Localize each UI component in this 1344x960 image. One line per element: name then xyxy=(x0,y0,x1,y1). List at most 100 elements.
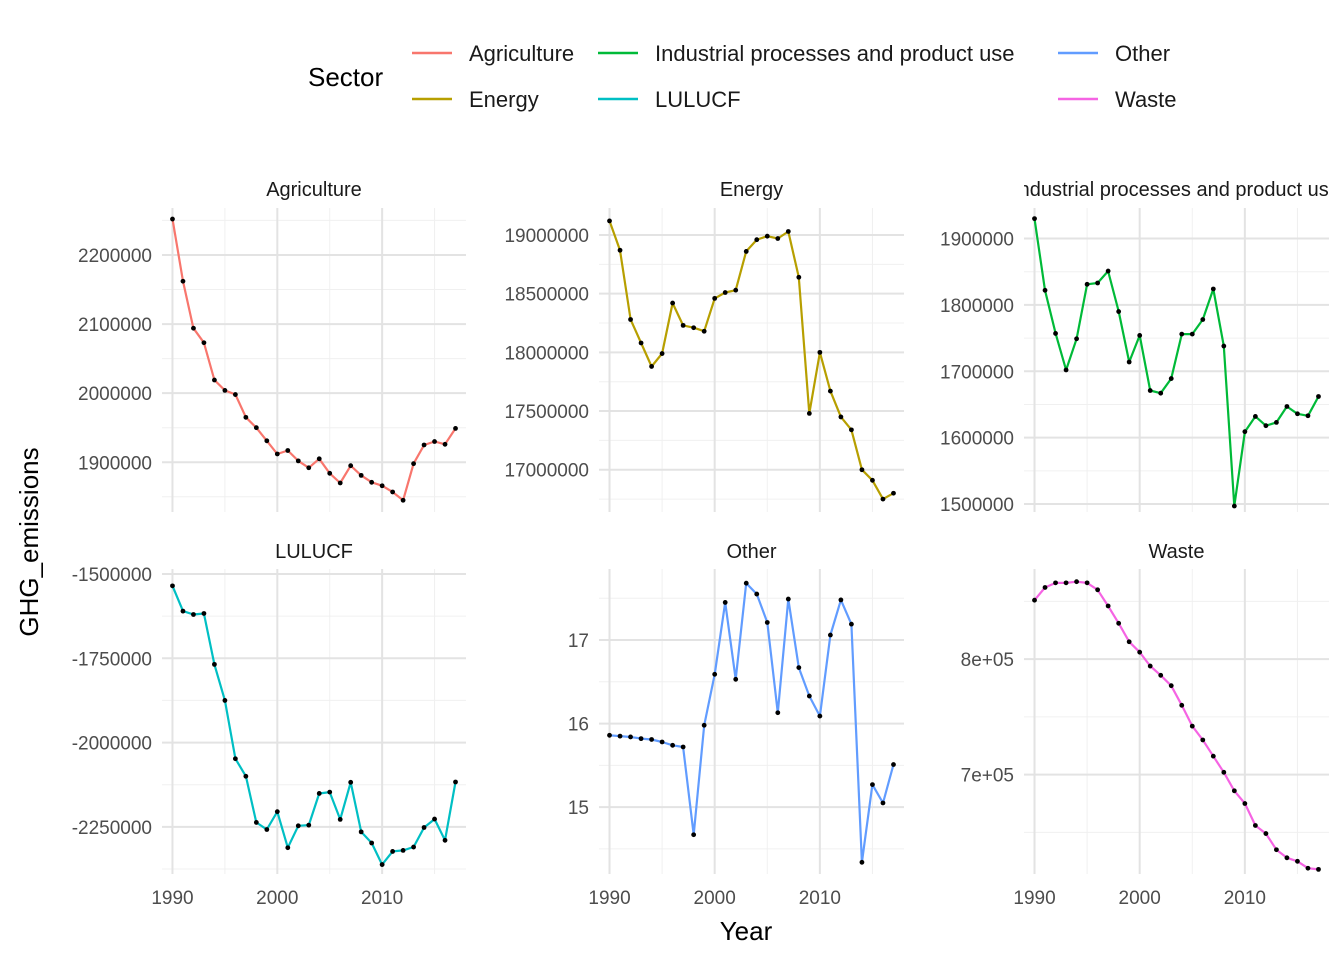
panel-industrial-processes-and-product-use: 1500000 1600000 1700000 1800000 1900000 Indus… xyxy=(940,179,1329,516)
data-point xyxy=(1200,737,1206,743)
data-point xyxy=(1252,414,1258,419)
legend-label: LULUCF xyxy=(655,87,741,112)
data-point xyxy=(1137,333,1143,338)
data-point xyxy=(1084,281,1090,287)
data-point xyxy=(337,480,343,486)
data-point xyxy=(348,463,354,469)
data-point xyxy=(400,848,406,853)
data-point xyxy=(870,782,875,787)
data-point xyxy=(1032,216,1037,222)
data-point xyxy=(712,671,718,677)
data-point xyxy=(1126,639,1132,645)
data-point xyxy=(306,465,312,471)
data-point xyxy=(1116,620,1122,626)
series-line xyxy=(1033,580,1319,871)
data-point xyxy=(421,825,427,830)
data-point xyxy=(453,426,458,431)
x-tick-label: 1990 xyxy=(151,888,193,909)
data-point xyxy=(212,661,217,667)
data-point xyxy=(1074,336,1079,342)
data-point xyxy=(264,827,270,832)
data-point xyxy=(891,762,896,767)
data-point xyxy=(285,845,291,851)
data-point xyxy=(1179,331,1185,337)
data-point xyxy=(1252,823,1258,828)
data-point xyxy=(1095,280,1101,286)
data-point xyxy=(775,236,781,241)
data-point xyxy=(1105,603,1111,609)
data-point xyxy=(806,693,812,699)
data-point xyxy=(358,829,364,835)
x-tick-label: 1990 xyxy=(1013,888,1055,909)
panel-waste: 7e+05 8e+05 1990 2000 2010 Waste xyxy=(961,541,1329,909)
y-tick-label: -2250000 xyxy=(72,818,152,839)
data-point xyxy=(1284,404,1290,409)
data-point xyxy=(638,736,644,742)
data-point xyxy=(327,470,333,476)
data-point xyxy=(1137,649,1143,655)
data-point xyxy=(838,597,844,603)
data-point xyxy=(1158,672,1164,678)
y-tick-label: 1900000 xyxy=(940,230,1014,251)
data-point xyxy=(764,620,770,625)
series-line xyxy=(1033,218,1320,508)
data-point xyxy=(859,859,865,865)
data-point xyxy=(880,800,886,806)
data-point xyxy=(775,710,781,716)
data-point xyxy=(701,722,707,728)
data-point xyxy=(1042,287,1048,293)
data-point xyxy=(638,340,644,346)
data-point xyxy=(453,779,458,785)
data-point xyxy=(348,779,354,785)
data-point xyxy=(754,591,760,597)
data-point xyxy=(432,439,437,444)
legend-title: Sector xyxy=(308,62,383,92)
data-point xyxy=(628,317,633,322)
data-point xyxy=(1095,587,1101,593)
facet-strip-label: Agriculture xyxy=(266,179,362,201)
data-point xyxy=(722,600,728,605)
data-point xyxy=(1263,831,1269,836)
data-point xyxy=(1179,702,1185,708)
data-point xyxy=(607,218,612,224)
data-point xyxy=(285,448,291,453)
y-axis-title: GHG_emissions xyxy=(14,447,44,636)
data-point xyxy=(222,698,228,703)
data-point xyxy=(442,837,448,843)
data-point xyxy=(1316,394,1321,399)
data-point xyxy=(390,849,396,854)
data-point xyxy=(1316,866,1321,872)
y-tick-label: 1600000 xyxy=(940,429,1014,450)
data-point xyxy=(817,713,823,719)
data-point xyxy=(1284,855,1290,861)
data-point xyxy=(1242,429,1248,435)
data-point xyxy=(1263,423,1269,429)
data-point xyxy=(337,817,343,822)
data-point xyxy=(880,496,886,502)
x-tick-label: 2000 xyxy=(256,888,298,909)
data-point xyxy=(796,274,802,280)
data-point xyxy=(628,734,633,740)
y-tick-label: -1750000 xyxy=(72,649,152,670)
y-tick-label: 17000000 xyxy=(504,461,589,482)
x-tick-label: 2010 xyxy=(1224,888,1266,909)
series-line xyxy=(171,218,457,502)
data-point xyxy=(369,479,375,485)
data-point xyxy=(1105,268,1111,274)
data-point xyxy=(1221,769,1227,775)
facet-strip-label: Waste xyxy=(1149,541,1205,563)
data-point xyxy=(891,490,896,496)
data-point xyxy=(827,388,833,394)
x-tick-label: 2000 xyxy=(1119,888,1161,909)
x-tick-label: 2010 xyxy=(361,888,403,909)
x-tick-label: 2000 xyxy=(694,888,736,909)
data-point xyxy=(1210,753,1216,759)
data-point xyxy=(306,822,312,828)
series-line xyxy=(171,585,457,866)
data-point xyxy=(691,325,697,331)
data-point xyxy=(1168,376,1174,381)
y-tick-label: 15 xyxy=(568,798,589,819)
data-point xyxy=(170,216,175,222)
x-axis-title: Year xyxy=(720,916,773,946)
